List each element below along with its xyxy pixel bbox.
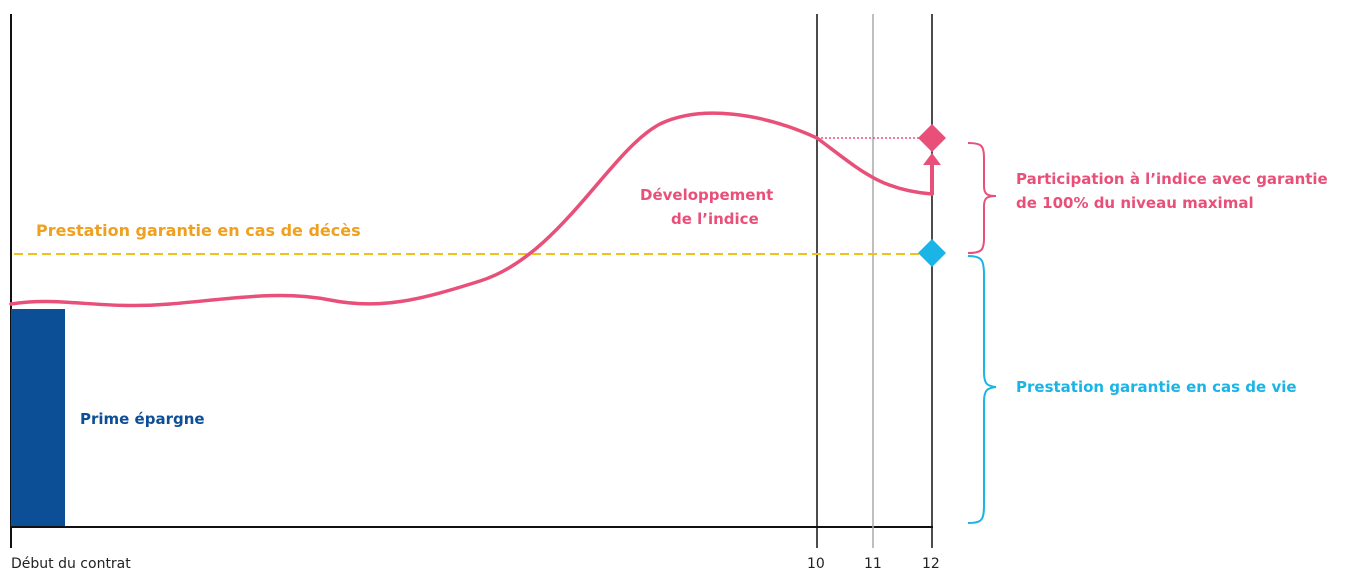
tick-label-10: 10	[807, 556, 825, 572]
participation-arrow-head	[923, 153, 941, 165]
guaranteed-life-marker	[918, 239, 946, 267]
life-benefit-brace	[967, 255, 997, 524]
maximum-level-marker	[918, 124, 946, 152]
savings-premium-label: Prime épargne	[80, 410, 205, 428]
index-development-label-line1: Développement	[640, 186, 774, 204]
tick-label-12: 12	[922, 556, 940, 572]
index-curve	[9, 111, 934, 308]
death-benefit-label: Prestation garantie en cas de décès	[36, 221, 361, 240]
index-development-label-line2: de l’indice	[671, 210, 759, 228]
participation-brace	[967, 142, 997, 254]
participation-label-line1: Participation à l’indice avec garantie	[1016, 170, 1328, 188]
life-benefit-label: Prestation garantie en cas de vie	[1016, 378, 1297, 396]
tick-label-11: 11	[864, 556, 882, 572]
contract-start-label: Début du contrat	[11, 556, 131, 572]
savings-premium-bar	[11, 309, 65, 526]
participation-label-line2: de 100% du niveau maximal	[1016, 194, 1254, 212]
